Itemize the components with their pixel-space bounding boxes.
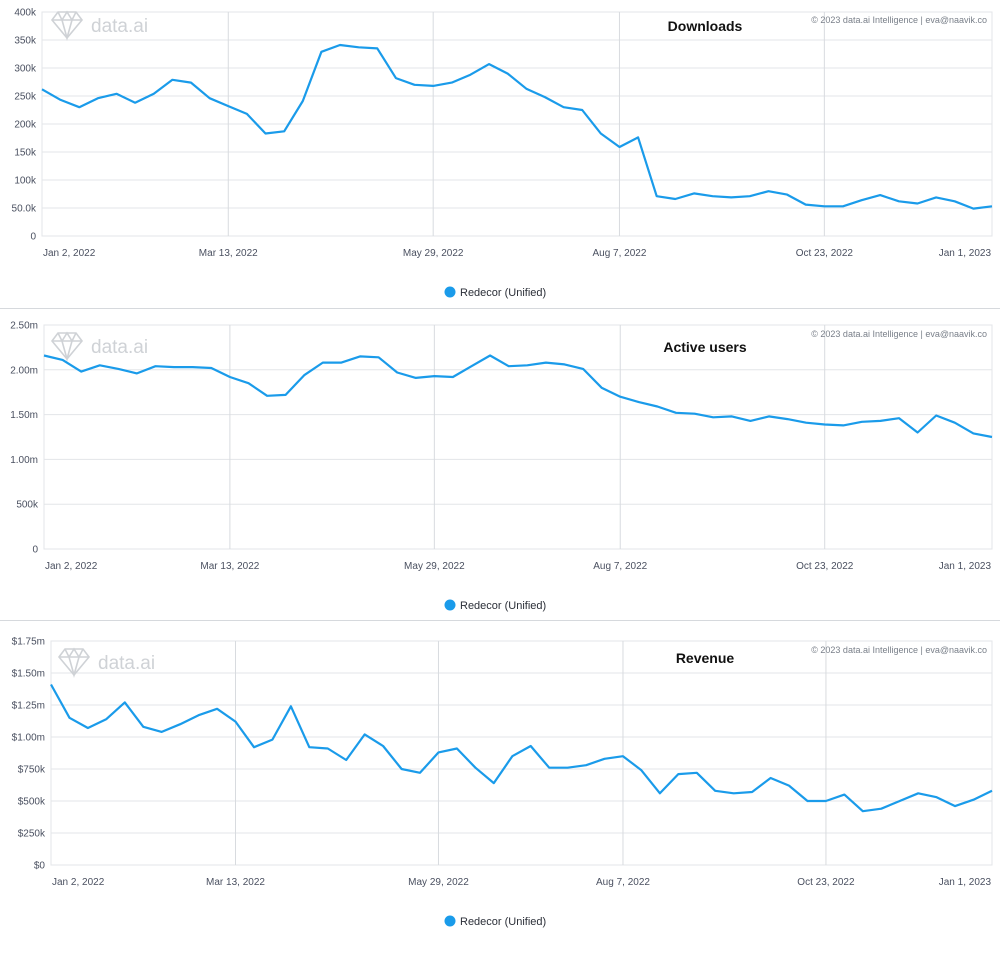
legend-marker <box>444 599 456 611</box>
active-users-panel: 0 500k 1.00m 1.50m 2.00m 2.50m Jan 2, 2022 Mar … <box>0 309 1000 620</box>
brand-name: data.ai <box>91 337 148 358</box>
revenue-panel: $0 $250k $500k $750k $1.00m $1.25m $1.50m $1.75… <box>0 621 1000 948</box>
downloads-chart-title: Downloads <box>668 18 743 34</box>
legend-label: Redecor (Unified) <box>460 600 546 612</box>
legend-marker <box>444 915 456 927</box>
panel-divider <box>0 620 1000 621</box>
y-tick-label: 1.00m <box>10 455 38 466</box>
x-tick-label: Mar 13, 2022 <box>200 561 259 572</box>
x-tick-label: Jan 2, 2022 <box>52 877 105 888</box>
y-tick-label: 300k <box>14 64 37 75</box>
y-tick-label: 400k <box>14 8 37 19</box>
y-tick-label: 2.50m <box>10 321 38 332</box>
active-users-chart-title: Active users <box>663 339 746 355</box>
x-tick-label: May 29, 2022 <box>404 561 465 572</box>
y-tick-label: $1.25m <box>12 701 45 712</box>
x-tick-label: May 29, 2022 <box>408 877 469 888</box>
legend-marker <box>444 286 456 298</box>
x-tick-label: Mar 13, 2022 <box>206 877 265 888</box>
diamond-icon <box>50 10 84 41</box>
plot-frame <box>43 324 993 550</box>
downloads-chart: 0 50.0k 100k 150k 200k 250k 300k 350k 400k Jan 2,… <box>12 8 993 300</box>
downloads-panel: 0 50.0k 100k 150k 200k 250k 300k 350k 400k Jan 2,… <box>0 0 1000 308</box>
legend[interactable]: Redecor (Unified) <box>444 599 547 613</box>
revenue-series-line <box>50 683 993 813</box>
copyright-notice: © 2023 data.ai Intelligence | eva@naavik… <box>811 15 987 25</box>
panel-divider <box>0 308 1000 309</box>
x-tick-label: Aug 7, 2022 <box>592 248 646 259</box>
x-tick-label: Jan 1, 2023 <box>939 248 992 259</box>
y-tick-label: $1.00m <box>12 733 45 744</box>
y-tick-label: 50.0k <box>12 204 37 215</box>
y-tick-label: 150k <box>14 148 37 159</box>
x-tick-label: Jan 1, 2023 <box>939 877 992 888</box>
y-tick-label: $250k <box>18 829 46 840</box>
x-tick-label: Oct 23, 2022 <box>797 877 855 888</box>
legend[interactable]: Redecor (Unified) <box>444 915 547 929</box>
revenue-chart: $0 $250k $500k $750k $1.00m $1.25m $1.50m $1.75… <box>12 637 993 929</box>
active-users-series-line <box>43 354 993 439</box>
y-tick-label: 200k <box>14 120 37 131</box>
y-tick-label: 500k <box>16 500 39 511</box>
active-users-chart: 0 500k 1.00m 1.50m 2.00m 2.50m Jan 2, 2022 Mar … <box>10 321 993 613</box>
y-tick-label: 0 <box>32 545 38 556</box>
brand-logo: data.ai <box>57 647 155 678</box>
y-tick-label: 350k <box>14 36 37 47</box>
y-tick-label: $750k <box>18 765 46 776</box>
y-tick-label: 0 <box>30 232 36 243</box>
x-tick-label: Aug 7, 2022 <box>596 877 650 888</box>
y-tick-label: $1.50m <box>12 669 45 680</box>
y-tick-label: 100k <box>14 176 37 187</box>
legend[interactable]: Redecor (Unified) <box>444 286 547 300</box>
brand-name: data.ai <box>98 653 155 674</box>
y-tick-label: 250k <box>14 92 37 103</box>
x-tick-label: Aug 7, 2022 <box>593 561 647 572</box>
diamond-icon <box>50 331 84 362</box>
x-tick-label: Jan 1, 2023 <box>939 561 992 572</box>
x-tick-label: Mar 13, 2022 <box>199 248 258 259</box>
y-tick-label: $500k <box>18 797 46 808</box>
copyright-notice: © 2023 data.ai Intelligence | eva@naavik… <box>811 645 987 655</box>
x-tick-label: Jan 2, 2022 <box>45 561 98 572</box>
brand-logo: data.ai <box>50 10 148 41</box>
x-tick-label: Oct 23, 2022 <box>796 561 854 572</box>
brand-logo: data.ai <box>50 331 148 362</box>
y-tick-label: $1.75m <box>12 637 45 648</box>
revenue-chart-title: Revenue <box>676 650 735 666</box>
brand-name: data.ai <box>91 16 148 37</box>
legend-label: Redecor (Unified) <box>460 916 546 928</box>
diamond-icon <box>57 647 91 678</box>
downloads-series-line <box>41 43 993 210</box>
y-tick-label: 2.00m <box>10 365 38 376</box>
x-tick-label: Jan 2, 2022 <box>43 248 96 259</box>
y-tick-label: 1.50m <box>10 410 38 421</box>
legend-label: Redecor (Unified) <box>460 287 546 299</box>
x-tick-label: May 29, 2022 <box>403 248 464 259</box>
plot-frame <box>50 640 993 866</box>
x-tick-label: Oct 23, 2022 <box>796 248 854 259</box>
y-tick-label: $0 <box>34 861 46 872</box>
copyright-notice: © 2023 data.ai Intelligence | eva@naavik… <box>811 329 987 339</box>
